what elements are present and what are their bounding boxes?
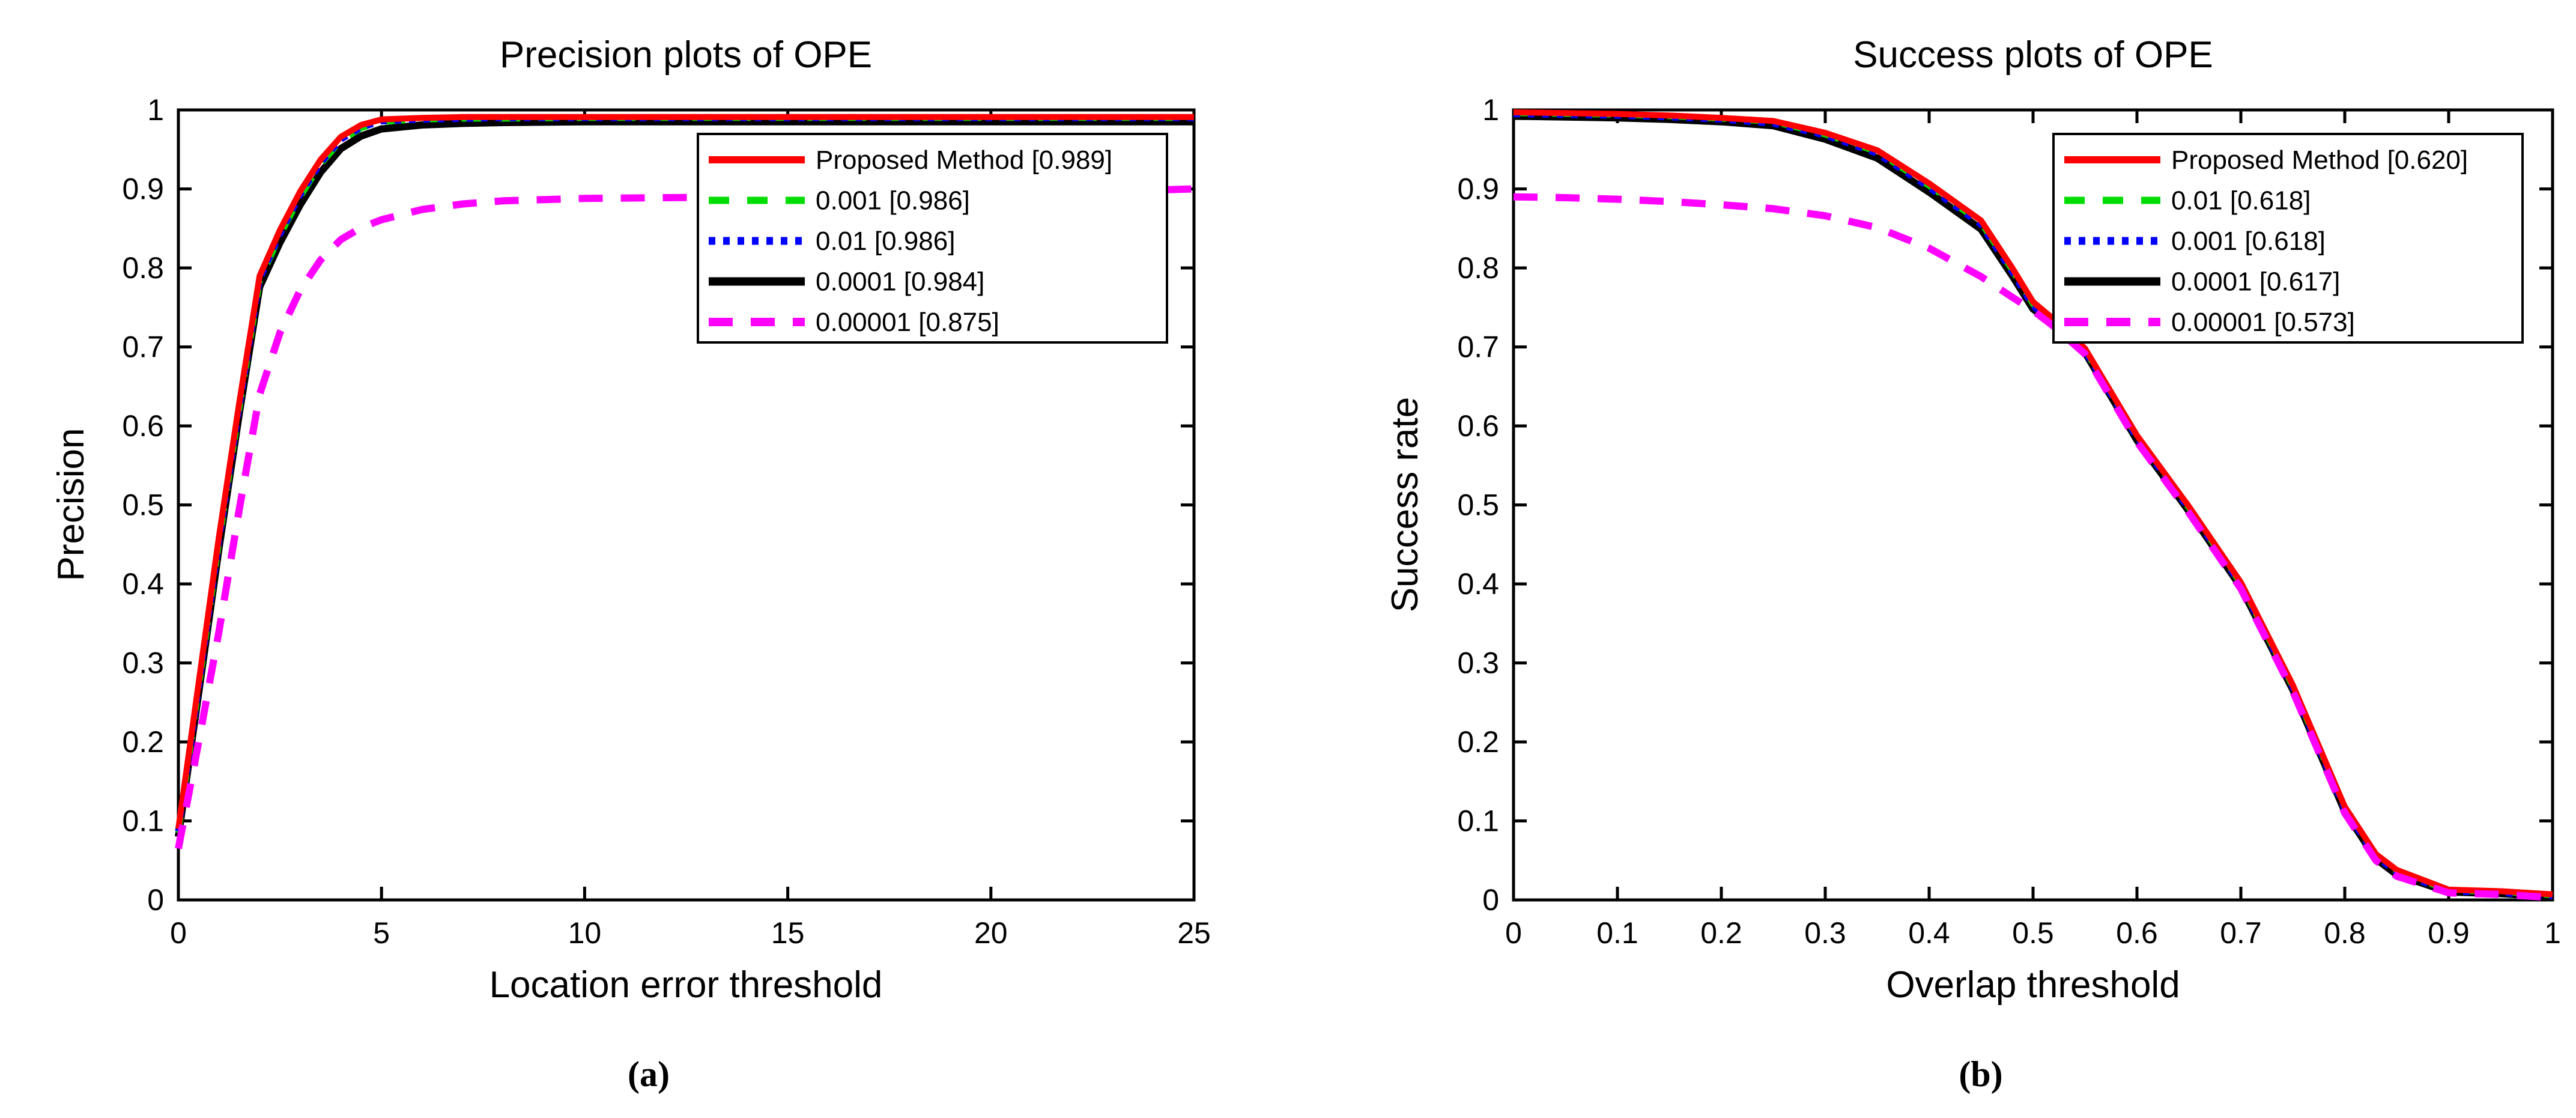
x-tick-label: 5 — [373, 916, 390, 950]
subfigure-b-caption: (b) — [1959, 1054, 2002, 1094]
plot-a-ylabel: Precision — [50, 428, 92, 582]
x-tick-label: 0.5 — [2012, 916, 2054, 950]
success-plot-area: Success plots of OPE Overlap threshold S… — [1384, 34, 2561, 1094]
legend-entry: Proposed Method [0.620] — [2064, 145, 2468, 175]
y-tick-label: 0.4 — [122, 567, 164, 601]
x-tick-label: 0 — [1505, 916, 1522, 950]
plot-a-xlabel: Location error threshold — [489, 964, 883, 1006]
y-tick-label: 1 — [1482, 93, 1499, 127]
y-tick-label: 0.7 — [122, 330, 164, 364]
plot-a-legend: Proposed Method [0.989] 0.001 [0.986] 0.01… — [697, 133, 1168, 344]
x-tick-label: 0 — [170, 916, 187, 950]
legend-label: 0.001 [0.986] — [816, 186, 970, 216]
legend-label: Proposed Method [0.989] — [816, 145, 1112, 175]
y-tick-label: 0.5 — [122, 488, 164, 522]
plot-b-title: Success plots of OPE — [1853, 34, 2213, 76]
legend-label: 0.00001 [0.573] — [2171, 308, 2355, 337]
plot-a-series — [175, 114, 1195, 849]
y-tick-label: 0.9 — [122, 172, 164, 206]
series-line-0 — [175, 114, 1194, 830]
y-tick-label: 0.6 — [1457, 409, 1499, 443]
y-tick-label: 0.2 — [1457, 725, 1499, 759]
y-tick-label: 0.1 — [122, 804, 164, 838]
plot-b-ylabel: Success rate — [1384, 397, 1426, 612]
x-tick-label: 10 — [568, 916, 602, 950]
legend-entry: 0.01 [0.618] — [2064, 186, 2311, 216]
x-tick-label: 15 — [771, 916, 805, 950]
x-tick-label: 0.8 — [2324, 916, 2366, 950]
x-tick-label: 0.6 — [2116, 916, 2158, 950]
plot-a-title: Precision plots of OPE — [500, 34, 872, 76]
y-tick-label: 0.4 — [1457, 567, 1499, 601]
y-tick-label: 0 — [1482, 883, 1499, 917]
y-tick-label: 0.9 — [1457, 172, 1499, 206]
x-tick-label: 0.4 — [1908, 916, 1950, 950]
x-tick-label: 0.3 — [1804, 916, 1846, 950]
y-tick-label: 1 — [147, 93, 164, 127]
y-tick-label: 0.6 — [122, 409, 164, 443]
plot-b-legend: Proposed Method [0.620] 0.01 [0.618] 0.001… — [2052, 133, 2524, 344]
legend-entry: Proposed Method [0.989] — [709, 145, 1112, 175]
series-line-4 — [1513, 193, 2553, 902]
legend-box — [2052, 133, 2524, 344]
x-tick-label: 0.9 — [2428, 916, 2470, 950]
subfigure-a-caption: (a) — [628, 1054, 670, 1094]
legend-entry: 0.0001 [0.617] — [2064, 267, 2340, 297]
y-tick-label: 0.8 — [1457, 251, 1499, 285]
legend-box — [697, 133, 1168, 344]
precision-plot-area: Precision plots of OPE Location error th… — [50, 34, 1211, 1094]
x-tick-label: 25 — [1177, 916, 1211, 950]
x-tick-label: 0.1 — [1596, 916, 1638, 950]
legend-entry: 0.0001 [0.984] — [709, 267, 984, 297]
x-tick-label: 1 — [2544, 916, 2561, 950]
y-tick-label: 0.5 — [1457, 488, 1499, 522]
y-tick-label: 0 — [147, 883, 164, 917]
y-tick-label: 0.7 — [1457, 330, 1499, 364]
legend-entry: 0.001 [0.986] — [709, 186, 970, 216]
series-line-0 — [1513, 109, 2553, 898]
legend-label: 0.0001 [0.984] — [816, 267, 984, 297]
legend-label: 0.00001 [0.875] — [816, 308, 999, 337]
y-tick-label: 0.2 — [122, 725, 164, 759]
y-tick-label: 0.8 — [122, 251, 164, 285]
x-tick-label: 0.2 — [1700, 916, 1742, 950]
x-tick-label: 20 — [974, 916, 1008, 950]
y-tick-label: 0.3 — [122, 646, 164, 680]
legend-label: 0.01 [0.618] — [2171, 186, 2311, 216]
plot-b-xlabel: Overlap threshold — [1886, 964, 2180, 1006]
legend-entry: 0.00001 [0.875] — [709, 308, 999, 337]
y-tick-label: 0.3 — [1457, 646, 1499, 680]
plot-b-axes: 0 0.1 0.2 0.3 0.4 0.5 0.6 0.7 0.8 0.9 1 0 0.1 0.2 0.3 0… — [1457, 93, 2560, 950]
legend-entry: 0.00001 [0.573] — [2064, 308, 2355, 337]
series-line-4 — [175, 185, 1195, 849]
legend-entry: 0.01 [0.986] — [709, 226, 955, 256]
legend-label: Proposed Method [0.620] — [2171, 145, 2468, 175]
legend-label: 0.01 [0.986] — [816, 226, 955, 256]
legend-label: 0.001 [0.618] — [2171, 226, 2326, 256]
legend-entry: 0.001 [0.618] — [2064, 226, 2326, 256]
x-tick-label: 0.7 — [2220, 916, 2262, 950]
y-tick-label: 0.1 — [1457, 804, 1499, 838]
plot-b-series — [1513, 109, 2553, 902]
legend-label: 0.0001 [0.617] — [2171, 267, 2340, 297]
